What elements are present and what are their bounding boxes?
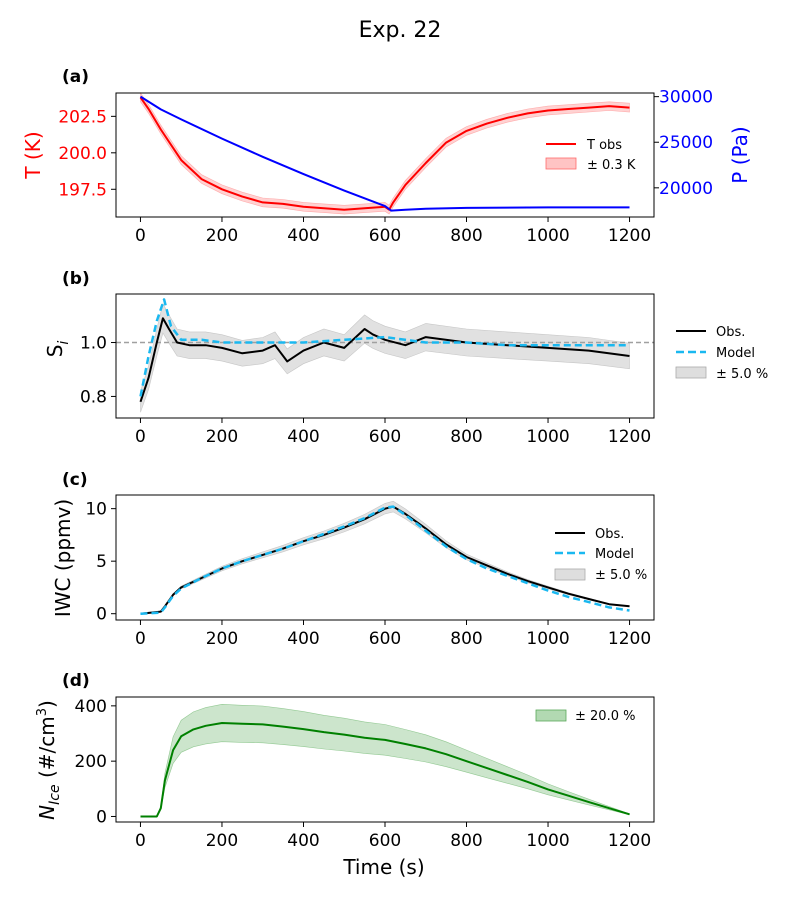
panel-d-ylabel-sub: Ice xyxy=(47,784,63,804)
y2-tick-label: 30000 xyxy=(659,88,713,108)
x-tick-label: 1000 xyxy=(526,831,569,851)
x-tick-label: 200 xyxy=(206,831,238,851)
y-tick-label: 200 xyxy=(75,752,107,772)
panel-b-label: (b) xyxy=(62,269,90,289)
x-tick-label: 800 xyxy=(450,629,482,649)
x-tick-label: 0 xyxy=(135,629,146,649)
legend-band-swatch xyxy=(545,157,577,170)
y-tick-label: 10 xyxy=(85,500,107,520)
x-tick-label: 1000 xyxy=(526,427,569,447)
x-tick-label: 800 xyxy=(450,226,482,246)
panel-b-ylabel-sub: i xyxy=(56,341,72,345)
y2-tick-label: 20000 xyxy=(659,179,713,199)
y-tick-label: 202.5 xyxy=(58,107,107,127)
x-tick-label: 200 xyxy=(206,629,238,649)
x-tick-label: 1200 xyxy=(608,831,651,851)
legend-band-swatch xyxy=(675,366,707,379)
panel-a-y2label: P (Pa) xyxy=(728,126,752,183)
y-tick-label: 200.0 xyxy=(58,144,107,164)
legend-obs-label: Obs. xyxy=(595,527,624,542)
panel-a-plot: 0 200 400 600 800 1000 1200 197.5 200.0 202.5 2000… xyxy=(58,88,713,246)
series-model-line xyxy=(140,505,630,615)
x-tick-label: 400 xyxy=(287,831,319,851)
panel-b: (b) 0 200 400 600 800 1000 1200 0.8 1.0 Si Obs. … xyxy=(43,269,768,447)
panel-d-ylabel-unit: (#/cm xyxy=(35,716,59,784)
legend-obs-label: Obs. xyxy=(716,325,745,340)
x-tick-label: 400 xyxy=(287,629,319,649)
x-tick-label: 600 xyxy=(369,629,401,649)
legend-t-obs-label: T obs xyxy=(586,138,622,153)
figure-title: Exp. 22 xyxy=(359,18,442,43)
panel-d-ylabel-end: ) xyxy=(35,700,59,708)
series-0-uncertainty-band xyxy=(140,92,630,215)
x-tick-label: 400 xyxy=(287,427,319,447)
panel-c-plot: 0 200 400 600 800 1000 1200 0 5 10 xyxy=(85,494,655,649)
x-tick-label: 1200 xyxy=(608,629,651,649)
legend-model-label: Model xyxy=(595,547,634,562)
x-tick-label: 800 xyxy=(450,427,482,447)
x-tick-label: 1200 xyxy=(608,427,651,447)
panel-d-xlabel: Time (s) xyxy=(342,855,424,879)
x-tick-label: 600 xyxy=(369,226,401,246)
panel-a-label: (a) xyxy=(62,67,89,87)
y-tick-label: 197.5 xyxy=(58,180,107,200)
panel-c-label: (c) xyxy=(62,470,88,490)
x-tick-label: 0 xyxy=(135,427,146,447)
x-tick-label: 1200 xyxy=(608,226,651,246)
x-tick-label: 1000 xyxy=(526,226,569,246)
y-tick-label: 0 xyxy=(96,605,107,625)
panel-a-legend: T obs ± 0.3 K xyxy=(545,138,636,173)
panel-b-legend: Obs. Model ± 5.0 % xyxy=(675,325,768,382)
y-tick-label: 0 xyxy=(96,807,107,827)
panel-d-label: (d) xyxy=(62,671,90,691)
panel-b-ylabel-main: S xyxy=(43,345,67,358)
panel-d-legend: ± 20.0 % xyxy=(535,709,635,724)
legend-band-swatch xyxy=(554,568,586,581)
x-tick-label: 0 xyxy=(135,831,146,851)
legend-band-swatch xyxy=(535,709,567,722)
panel-d-ylabel-main: N xyxy=(35,805,59,820)
x-tick-label: 800 xyxy=(450,831,482,851)
y-tick-label: 400 xyxy=(75,697,107,717)
panel-c: (c) 0 200 400 600 800 1000 1200 0 5 10 IWC (ppmv)… xyxy=(51,470,655,649)
y2-tick-label: 25000 xyxy=(659,133,713,153)
y-tick-label: 1.0 xyxy=(80,334,107,354)
legend-band-label: ± 0.3 K xyxy=(587,158,636,173)
legend-band-label: ± 5.0 % xyxy=(595,568,647,583)
series-model-line xyxy=(139,298,630,397)
series-data-line xyxy=(140,722,630,818)
y-tick-label: 0.8 xyxy=(80,387,107,407)
x-tick-label: 200 xyxy=(206,226,238,246)
x-tick-label: 600 xyxy=(369,427,401,447)
panel-a-ylabel: T (K) xyxy=(21,131,45,179)
y-tick-label: 5 xyxy=(96,552,107,572)
panel-d-ylabel-sup: 3 xyxy=(35,708,50,716)
series-p-line xyxy=(139,95,630,212)
legend-model-label: Model xyxy=(716,346,755,361)
legend-band-label: ± 20.0 % xyxy=(575,709,635,724)
panel-d: (d) 0 200 400 600 800 1000 1200 0 200 400 NIce (#… xyxy=(35,671,655,879)
x-tick-label: 1000 xyxy=(526,629,569,649)
panel-b-ylabel: Si xyxy=(43,341,72,358)
x-tick-label: 600 xyxy=(369,831,401,851)
legend-band-label: ± 5.0 % xyxy=(716,367,768,382)
series-0-uncertainty-band xyxy=(140,302,630,413)
x-tick-label: 200 xyxy=(206,427,238,447)
panel-b-plot: 0 200 400 600 800 1000 1200 0.8 1.0 xyxy=(80,293,655,447)
x-tick-label: 400 xyxy=(287,226,319,246)
series-0-uncertainty-band xyxy=(140,500,630,614)
panel-c-legend: Obs. Model ± 5.0 % xyxy=(554,527,647,583)
panel-c-ylabel: IWC (ppmv) xyxy=(51,499,75,617)
x-tick-label: 0 xyxy=(135,226,146,246)
panel-d-plot: 0 200 400 600 800 1000 1200 0 200 400 xyxy=(75,696,655,851)
panel-d-ylabel: NIce (#/cm3) xyxy=(35,700,63,820)
panel-a: (a) 0 200 400 600 800 1000 1200 197.5 200.0 202.5… xyxy=(21,67,752,246)
series-obs-line xyxy=(140,505,630,615)
